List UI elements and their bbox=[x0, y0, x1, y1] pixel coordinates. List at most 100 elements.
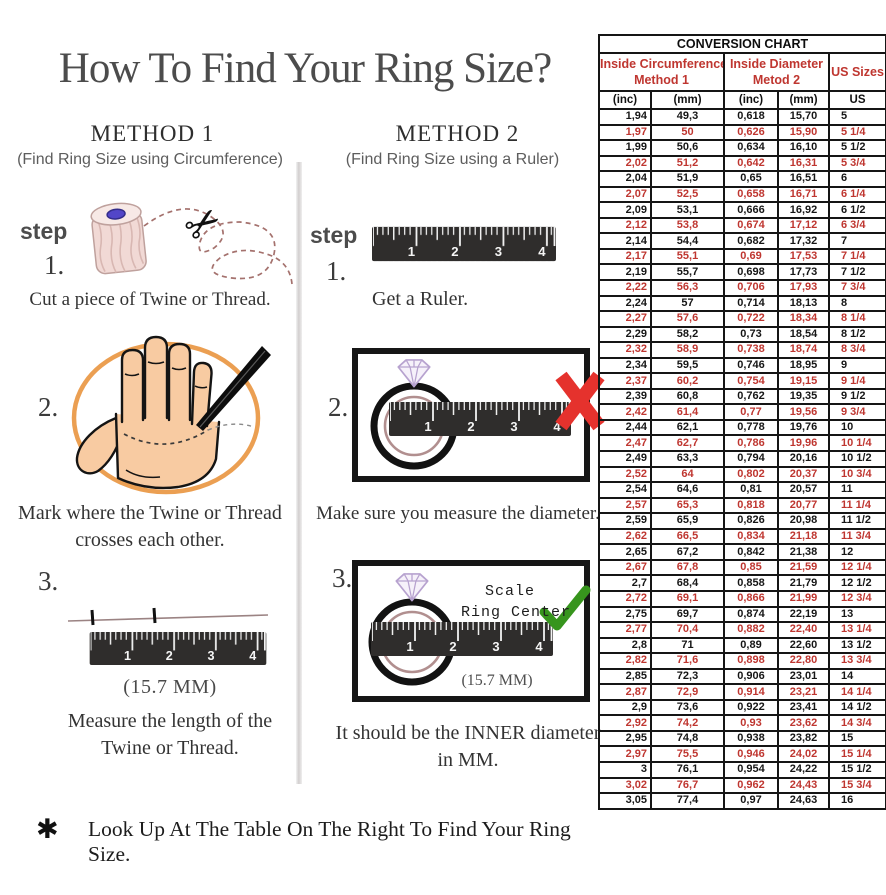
table-cell: 13 1/4 bbox=[827, 621, 886, 639]
table-cell: 10 1/4 bbox=[827, 434, 886, 453]
table-cell: 55,1 bbox=[650, 247, 725, 266]
table-cell: 13 1/2 bbox=[827, 636, 886, 655]
table-cell: 21,18 bbox=[777, 527, 830, 546]
table-cell: 16,71 bbox=[777, 185, 830, 204]
table-cell: 51,2 bbox=[650, 154, 725, 173]
table-row: 2,29 58,2 0,73 18,54 8 1/2 bbox=[598, 325, 886, 344]
table-row: 2,8 71 0,89 22,60 13 1/2 bbox=[598, 636, 886, 655]
table-cell: 2,67 bbox=[598, 558, 652, 577]
table-cell: 16,31 bbox=[777, 154, 830, 173]
table-cell: 57,6 bbox=[650, 310, 725, 328]
caption-line: in MM. bbox=[437, 749, 499, 771]
table-cell: 13 3/4 bbox=[827, 652, 886, 670]
method1-step-label: step bbox=[20, 218, 68, 244]
table-cell: 2,17 bbox=[598, 247, 652, 266]
table-cell: 0,946 bbox=[723, 745, 779, 763]
table-cell: 2,47 bbox=[598, 434, 652, 453]
twine-thread bbox=[143, 208, 293, 285]
table-cell: 70,4 bbox=[650, 621, 725, 639]
table-cell: 62,1 bbox=[650, 418, 725, 437]
method2-subheading: (Find Ring Size using a Ruler) bbox=[345, 151, 560, 168]
table-cell: 53,8 bbox=[650, 216, 725, 235]
table-row: 2,65 67,2 0,842 21,38 12 bbox=[598, 543, 886, 561]
table-cell: 7 1/4 bbox=[827, 247, 886, 266]
method1-step1-number: 1. bbox=[44, 250, 65, 280]
table-cell: 22,40 bbox=[777, 621, 830, 639]
scale-label-line1: Scale bbox=[484, 583, 535, 600]
table-cell: 2,22 bbox=[598, 279, 652, 297]
table-cell: 2,49 bbox=[598, 450, 652, 468]
table-row: 2,32 58,9 0,738 18,74 8 3/4 bbox=[598, 341, 886, 359]
table-cell: 19,76 bbox=[777, 418, 830, 437]
table-cell: 0,794 bbox=[723, 450, 779, 468]
group-diameter: Inside Diameter Metod 2 bbox=[723, 52, 830, 92]
measured-thread bbox=[67, 607, 269, 626]
table-cell: 22,60 bbox=[777, 636, 830, 655]
method1-step2-caption: Mark where the Twine or Thread crosses e… bbox=[0, 500, 300, 554]
table-cell: 23,62 bbox=[777, 714, 830, 732]
table-cell: 0,65 bbox=[723, 170, 779, 188]
table-cell: 17,32 bbox=[777, 232, 830, 250]
table-cell: 15,90 bbox=[777, 123, 830, 142]
table-row: 1,97 50 0,626 15,90 5 1/4 bbox=[598, 123, 886, 142]
table-cell: 15 1/2 bbox=[827, 760, 886, 779]
table-cell: 2,7 bbox=[598, 574, 652, 592]
table-row: 2,27 57,6 0,722 18,34 8 1/4 bbox=[598, 310, 886, 328]
table-row: 2,9 73,6 0,922 23,41 14 1/2 bbox=[598, 698, 886, 717]
method2-step2-number: 2. bbox=[328, 392, 349, 422]
table-row: 2,7 68,4 0,858 21,79 12 1/2 bbox=[598, 574, 886, 592]
table-cell: 2,27 bbox=[598, 310, 652, 328]
table-row: 2,62 66,5 0,834 21,18 11 3/4 bbox=[598, 527, 886, 546]
thumb bbox=[75, 416, 123, 475]
middle-finger bbox=[143, 335, 169, 420]
table-cell: 12 1/2 bbox=[827, 574, 886, 592]
table-row: 2,42 61,4 0,77 19,56 9 3/4 bbox=[598, 403, 886, 421]
table-cell: 16,92 bbox=[777, 201, 830, 219]
table-cell: 16 bbox=[827, 792, 886, 810]
table-cell: 2,62 bbox=[598, 527, 652, 546]
table-cell: 65,9 bbox=[650, 512, 725, 530]
group-label-line: Inside Diameter bbox=[729, 57, 824, 71]
table-cell: 0,818 bbox=[723, 496, 779, 515]
spool-hole bbox=[106, 208, 126, 220]
table-cell: 0,666 bbox=[723, 201, 779, 219]
table-row: 2,82 71,6 0,898 22,80 13 3/4 bbox=[598, 652, 886, 670]
table-row: 2,57 65,3 0,818 20,77 11 1/4 bbox=[598, 496, 886, 515]
table-cell: 2,59 bbox=[598, 512, 652, 530]
table-cell: 76,1 bbox=[650, 760, 725, 779]
method1-subheading: (Find Ring Size using Circumference) bbox=[17, 151, 283, 168]
table-cell: 51,9 bbox=[650, 170, 725, 188]
table-cell: 0,658 bbox=[723, 185, 779, 204]
table-cell: 2,85 bbox=[598, 667, 652, 686]
table-cell: 2,52 bbox=[598, 465, 652, 484]
method2-step1-caption: Get a Ruler. bbox=[372, 288, 469, 310]
table-row: 2,04 51,9 0,65 16,51 6 bbox=[598, 170, 886, 188]
table-cell: 18,13 bbox=[777, 294, 830, 313]
table-cell: 2,97 bbox=[598, 745, 652, 763]
table-cell: 50,6 bbox=[650, 139, 725, 157]
table-cell: 2,32 bbox=[598, 341, 652, 359]
table-cell: 23,01 bbox=[777, 667, 830, 686]
table-row: 2,77 70,4 0,882 22,40 13 1/4 bbox=[598, 621, 886, 639]
table-cell: 2,29 bbox=[598, 325, 652, 344]
table-cell: 12 3/4 bbox=[827, 589, 886, 608]
group-us-sizes: US Sizes bbox=[827, 52, 886, 92]
table-cell: 0,802 bbox=[723, 465, 779, 484]
table-row: 2,54 64,6 0,81 20,57 11 bbox=[598, 481, 886, 499]
table-row: 2,59 65,9 0,826 20,98 11 1/2 bbox=[598, 512, 886, 530]
table-cell: 1,99 bbox=[598, 139, 652, 157]
table-cell: 2,65 bbox=[598, 543, 652, 561]
table-row: 2,47 62,7 0,786 19,96 10 1/4 bbox=[598, 434, 886, 453]
table-cell: 0,69 bbox=[723, 247, 779, 266]
table-cell: 69,1 bbox=[650, 589, 725, 608]
table-cell: 0,826 bbox=[723, 512, 779, 530]
table-cell: 14 bbox=[827, 667, 886, 686]
table-row: 2,49 63,3 0,794 20,16 10 1/2 bbox=[598, 450, 886, 468]
table-row: 2,17 55,1 0,69 17,53 7 1/4 bbox=[598, 247, 886, 266]
table-cell: 64,6 bbox=[650, 481, 725, 499]
table-cell: 20,98 bbox=[777, 512, 830, 530]
table-row: 1,94 49,3 0,618 15,70 5 bbox=[598, 108, 886, 126]
table-row: 2,22 56,3 0,706 17,93 7 3/4 bbox=[598, 279, 886, 297]
table-cell: 22,80 bbox=[777, 652, 830, 670]
method2-step3-number: 3. bbox=[332, 563, 353, 593]
